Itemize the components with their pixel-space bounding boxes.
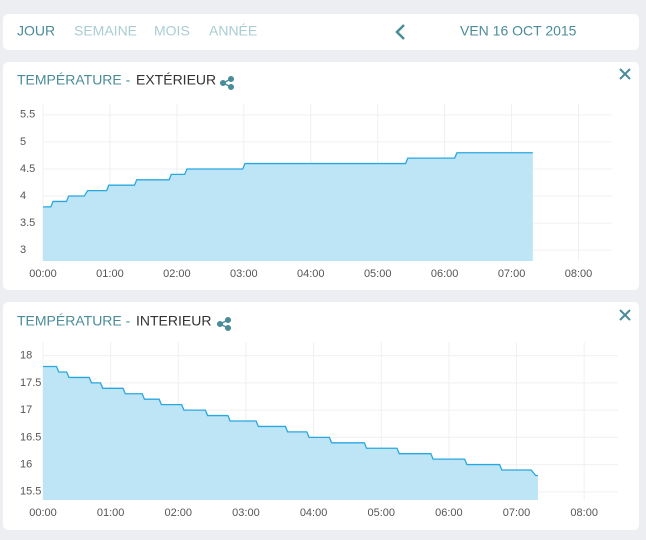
chart-title: TEMPÉRATURE - <box>17 72 131 88</box>
date: VEN 16 OCT 2015 <box>460 23 577 39</box>
tab[interactable]: SEMAINE <box>74 23 137 39</box>
y-tick-label: 17.5 <box>20 377 41 389</box>
x-tick-label: 08:00 <box>570 507 598 519</box>
tab[interactable]: ANNÉE <box>209 23 257 39</box>
y-tick-label: 5 <box>20 136 26 148</box>
prev-button[interactable] <box>395 24 405 40</box>
x-tick-label: 02:00 <box>163 268 191 280</box>
y-tick-label: 15.5 <box>20 486 41 498</box>
x-tick-label: 03:00 <box>230 268 258 280</box>
y-tick-label: 4.5 <box>20 163 35 175</box>
x-tick-label: 01:00 <box>96 268 124 280</box>
tab[interactable]: JOUR <box>17 23 55 39</box>
x-tick-label: 07:00 <box>498 268 526 280</box>
x-tick-label: 06:00 <box>431 268 459 280</box>
y-tick-label: 18 <box>20 350 32 362</box>
x-tick-label: 05:00 <box>364 268 392 280</box>
chart-subtitle: INTERIEUR <box>136 313 211 329</box>
close-button[interactable] <box>619 309 631 321</box>
x-tick-label: 01:00 <box>97 507 125 519</box>
tab[interactable]: MOIS <box>154 23 190 39</box>
x-tick-label: 03:00 <box>232 507 260 519</box>
x-tick-label: 08:00 <box>565 268 593 280</box>
y-tick-label: 17 <box>20 404 32 416</box>
line <box>43 365 538 477</box>
area <box>43 366 538 500</box>
y-tick-label: 16.5 <box>20 431 41 443</box>
x-tick-label: 00:00 <box>29 507 57 519</box>
y-tick-label: 4 <box>20 190 26 202</box>
x-tick-label: 04:00 <box>297 268 325 280</box>
y-tick-label: 3.5 <box>20 217 35 229</box>
x-tick-label: 04:00 <box>300 507 328 519</box>
share-button[interactable] <box>219 75 235 91</box>
x-tick-label: 06:00 <box>435 507 463 519</box>
x-tick-label: 05:00 <box>367 507 395 519</box>
y-tick-label: 3 <box>20 244 26 256</box>
x-tick-label: 02:00 <box>165 507 193 519</box>
x-tick-label: 07:00 <box>503 507 531 519</box>
y-tick-label: 5.5 <box>20 109 35 121</box>
y-tick-label: 16 <box>20 458 32 470</box>
chart-title: TEMPÉRATURE - <box>17 313 131 329</box>
line <box>43 152 533 208</box>
share-button[interactable] <box>216 316 232 332</box>
chart-subtitle: EXTÉRIEUR <box>136 72 216 88</box>
nav-card <box>3 14 639 50</box>
close-button[interactable] <box>619 68 631 80</box>
x-tick-label: 00:00 <box>29 268 57 280</box>
